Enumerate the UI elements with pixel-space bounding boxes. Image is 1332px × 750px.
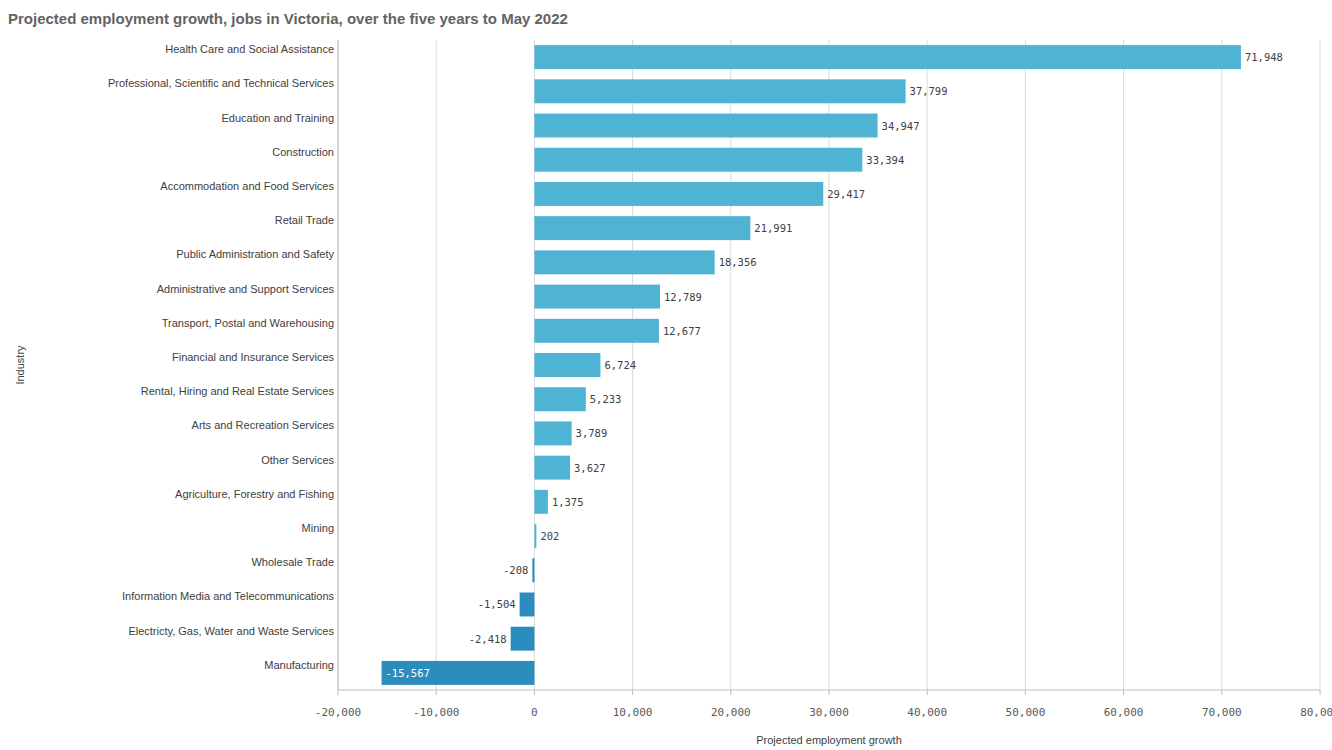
data-label: 3,789 xyxy=(576,427,608,439)
data-label: 34,947 xyxy=(882,120,920,132)
bar[interactable] xyxy=(534,387,585,411)
data-label: 21,991 xyxy=(754,222,792,234)
tick-label: 0 xyxy=(531,706,538,719)
bar[interactable] xyxy=(534,319,658,343)
tick-mark xyxy=(632,690,633,695)
bar[interactable] xyxy=(534,490,548,514)
category-label: Wholesale Trade xyxy=(251,556,334,568)
tick-label: 30,000 xyxy=(809,706,849,719)
data-label: -2,418 xyxy=(469,633,507,645)
category-label: Public Administration and Safety xyxy=(176,248,334,260)
tick-label: 80,000 xyxy=(1300,706,1332,719)
category-label: Agriculture, Forestry and Fishing xyxy=(175,488,334,500)
data-label: 12,789 xyxy=(664,291,702,303)
title: Projected employment growth, jobs in Vic… xyxy=(8,10,568,27)
category-label: Other Services xyxy=(261,454,334,466)
grid-line xyxy=(927,40,928,690)
bar[interactable] xyxy=(534,114,877,138)
tick-mark xyxy=(1320,690,1321,695)
labels: Health Care and Social Assistance 71,948 P… xyxy=(108,43,1283,679)
data-label: -208 xyxy=(503,564,528,576)
bar[interactable] xyxy=(534,79,905,103)
axis-line xyxy=(338,40,339,690)
tick-mark xyxy=(1025,690,1026,695)
category-label: Manufacturing xyxy=(264,659,334,671)
grid-line xyxy=(1221,40,1222,690)
category-label: Information Media and Telecommunications xyxy=(122,590,334,602)
data-label: 29,417 xyxy=(827,188,865,200)
tick-mark xyxy=(436,690,437,695)
bar[interactable] xyxy=(520,593,535,617)
tick-label: 20,000 xyxy=(711,706,751,719)
bars xyxy=(382,45,1241,685)
category-label: Health Care and Social Assistance xyxy=(165,43,334,55)
bar[interactable] xyxy=(534,182,823,206)
data-label: 18,356 xyxy=(719,256,757,268)
tick-mark xyxy=(829,690,830,695)
tick-label: 10,000 xyxy=(613,706,653,719)
category-label: Mining xyxy=(302,522,334,534)
data-label: 1,375 xyxy=(552,496,584,508)
data-label: 12,677 xyxy=(663,325,701,337)
x-axis: -20,000 -10,000 0 10,000 20,000 30,000 40,000 5… xyxy=(315,40,1332,719)
data-label: -15,567 xyxy=(386,667,430,679)
bar[interactable] xyxy=(534,250,714,274)
category-label: Accommodation and Food Services xyxy=(160,180,334,192)
grid-line xyxy=(1123,40,1124,690)
data-label: 37,799 xyxy=(910,85,948,97)
tick-mark xyxy=(534,690,535,695)
bar[interactable] xyxy=(534,421,571,445)
category-label: Professional, Scientific and Technical S… xyxy=(108,77,335,89)
bar[interactable] xyxy=(382,661,535,685)
bar[interactable] xyxy=(534,148,862,172)
axis-line xyxy=(338,690,1320,691)
data-label: 202 xyxy=(540,530,559,542)
tick-label: 70,000 xyxy=(1202,706,1242,719)
y-axis-title: Industry xyxy=(14,345,26,385)
data-label: -1,504 xyxy=(478,598,516,610)
bar[interactable] xyxy=(534,353,600,377)
category-label: Retail Trade xyxy=(275,214,334,226)
category-label: Rental, Hiring and Real Estate Services xyxy=(141,385,335,397)
tick-label: 50,000 xyxy=(1006,706,1046,719)
bar[interactable] xyxy=(534,216,750,240)
bar[interactable] xyxy=(532,558,534,582)
tick-label: -20,000 xyxy=(315,706,361,719)
tick-mark xyxy=(1123,690,1124,695)
category-label: Construction xyxy=(272,146,334,158)
data-label: 33,394 xyxy=(866,154,904,166)
data-label: 5,233 xyxy=(590,393,622,405)
tick-label: 60,000 xyxy=(1104,706,1144,719)
bar[interactable] xyxy=(534,456,570,480)
grid xyxy=(338,40,1320,690)
tick-mark xyxy=(1221,690,1222,695)
category-label: Administrative and Support Services xyxy=(157,283,335,295)
x-axis-title: Projected employment growth xyxy=(756,734,902,746)
grid-line xyxy=(436,40,437,690)
tick-label: -10,000 xyxy=(413,706,459,719)
grid-line xyxy=(1320,40,1321,690)
category-label: Electricty, Gas, Water and Waste Service… xyxy=(128,625,334,637)
grid-line xyxy=(1025,40,1026,690)
data-label: 6,724 xyxy=(604,359,636,371)
bar[interactable] xyxy=(534,45,1241,69)
tick-label: 40,000 xyxy=(907,706,947,719)
data-label: 3,627 xyxy=(574,462,606,474)
tick-mark xyxy=(338,690,339,695)
category-label: Financial and Insurance Services xyxy=(172,351,335,363)
category-label: Education and Training xyxy=(221,112,334,124)
bar[interactable] xyxy=(534,524,536,548)
chart: Projected employment growth, jobs in Vic… xyxy=(0,0,1332,750)
category-label: Arts and Recreation Services xyxy=(192,419,335,431)
grid-line xyxy=(338,40,339,690)
bar[interactable] xyxy=(534,285,660,309)
data-label: 71,948 xyxy=(1245,51,1283,63)
category-label: Transport, Postal and Warehousing xyxy=(162,317,334,329)
tick-mark xyxy=(730,690,731,695)
bar[interactable] xyxy=(511,627,535,651)
tick-mark xyxy=(927,690,928,695)
